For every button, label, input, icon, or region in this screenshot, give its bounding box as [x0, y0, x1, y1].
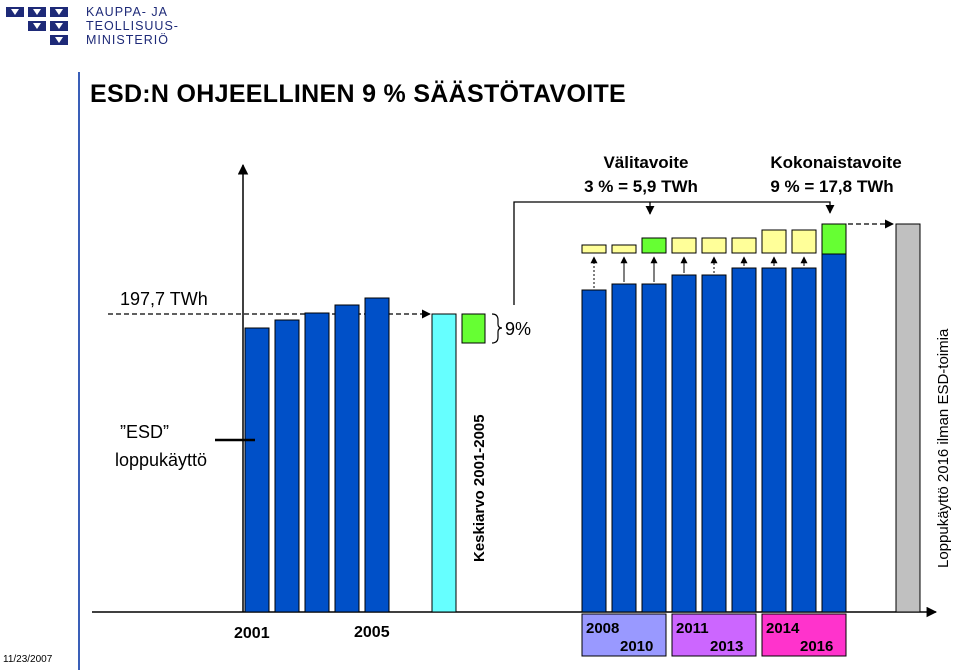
bar-2015: [791, 267, 817, 613]
saving-arrows: [590, 256, 808, 288]
saving-2011: [671, 237, 697, 254]
bar-2009: [611, 283, 637, 613]
bar-2005: [364, 297, 390, 613]
period-1-end: 2010: [620, 638, 653, 655]
esd-label-line-2: loppukäyttö: [115, 450, 207, 470]
saving-2013: [731, 237, 757, 254]
final-bar: [895, 223, 921, 613]
bar-2002: [274, 319, 300, 613]
average-bar: [431, 313, 457, 613]
bar-2001: [244, 327, 270, 613]
saving-2014: [761, 229, 787, 254]
period-box-1: [581, 613, 667, 657]
org-line-3: MINISTERIÖ: [86, 33, 169, 47]
year-label-2001: 2001: [234, 625, 270, 642]
saving-2015: [791, 229, 817, 254]
year-label-2005: 2005: [354, 624, 390, 641]
average-label: Keskiarvo 2001-2005: [471, 414, 488, 562]
bar-2013: [731, 267, 757, 613]
baseline-value: 197,7 TWh: [120, 289, 208, 309]
period-box-2: [671, 613, 757, 657]
interim-target-line-2: 3 % = 5,9 TWh: [584, 177, 698, 196]
pct-label: 9%: [505, 319, 531, 339]
bar-2014: [761, 267, 787, 613]
bar-2010: [641, 283, 667, 613]
future-bars: [581, 253, 847, 613]
organization-name: KAUPPA- JA TEOLLISUUS- MINISTERIÖ: [86, 5, 179, 47]
ministry-logo-icon: [6, 7, 68, 45]
bar-2011: [671, 274, 697, 613]
historic-bars: [244, 297, 390, 613]
period-1-start: 2008: [586, 620, 619, 637]
bar-2008: [581, 289, 607, 613]
bar-2004: [334, 304, 360, 613]
total-target-line-2: 9 % = 17,8 TWh: [770, 177, 893, 196]
target-connector: [513, 201, 835, 305]
page-title: ESD:N OHJEELLINEN 9 % SÄÄSTÖTAVOITE: [90, 80, 627, 108]
bar-2003: [304, 312, 330, 613]
brace: [491, 313, 503, 344]
org-line-2: TEOLLISUUS-: [86, 19, 179, 33]
period-box-3: [761, 613, 847, 657]
esd-label-line-1: ”ESD”: [120, 422, 169, 442]
period-boxes: 2008 2010 2011 2013 2014 2016: [581, 613, 847, 657]
saving-2012: [701, 237, 727, 254]
bar-2016: [821, 253, 847, 613]
saving-2010: [641, 237, 667, 254]
total-target-line-1: Kokonaistavoite: [770, 153, 901, 172]
period-3-end: 2016: [800, 638, 833, 655]
left-rule: [78, 72, 80, 670]
saving-2009: [611, 244, 637, 254]
saving-2008: [581, 244, 607, 254]
saving-2016: [821, 223, 847, 255]
saving-9pct-block: [461, 313, 486, 344]
period-2-start: 2011: [676, 620, 709, 637]
period-3-start: 2014: [766, 620, 800, 637]
saving-blocks: [581, 223, 847, 255]
interim-target-line-1: Välitavoite: [603, 153, 688, 172]
period-2-end: 2013: [710, 638, 743, 655]
final-label: Loppukäyttö 2016 ilman ESD-toimia: [935, 328, 952, 568]
slide-date: 11/23/2007: [3, 654, 53, 665]
org-line-1: KAUPPA- JA: [86, 5, 169, 19]
bar-2012: [701, 274, 727, 613]
